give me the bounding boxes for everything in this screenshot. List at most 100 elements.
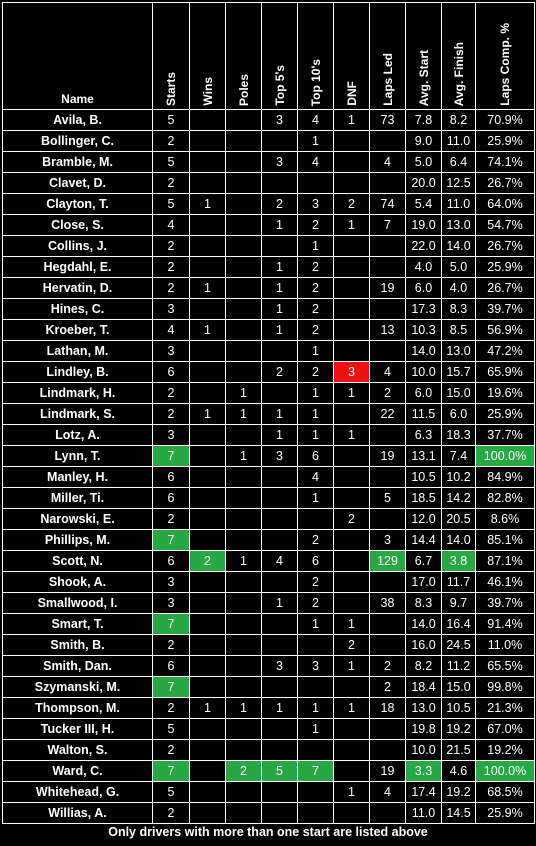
stat-cell-laps-led — [369, 424, 406, 446]
stat-cell-top-5-s: 1 — [261, 277, 298, 299]
stat-cell-laps-led: 7 — [369, 214, 406, 236]
stat-cell-laps-comp: 25.9% — [475, 403, 535, 425]
stat-cell-avg-finish: 4.6 — [441, 760, 476, 782]
stat-cell-wins: 1 — [189, 277, 226, 299]
stat-cell-avg-start: 6.7 — [405, 550, 442, 572]
stat-cell-laps-comp: 74.1% — [475, 151, 535, 173]
stat-cell-wins — [189, 214, 226, 236]
stat-cell-poles — [225, 634, 262, 656]
driver-name-cell: Thompson, M. — [2, 697, 153, 719]
stat-cell-avg-finish: 11.0 — [441, 193, 476, 215]
stat-cell-laps-led: 19 — [369, 445, 406, 467]
stat-cell-laps-led: 73 — [369, 109, 406, 131]
stat-cell-wins — [189, 109, 226, 131]
stat-cell-top-10-s: 1 — [297, 718, 334, 740]
stat-cell-top-10-s: 2 — [297, 361, 334, 383]
stat-cell-avg-finish: 21.5 — [441, 739, 476, 761]
column-header-top-5-s: Top 5's — [261, 2, 298, 110]
stat-cell-top-5-s: 2 — [261, 193, 298, 215]
stat-cell-top-5-s — [261, 130, 298, 152]
stat-cell-top-5-s — [261, 487, 298, 509]
stat-cell-top-10-s: 1 — [297, 235, 334, 257]
stat-cell-avg-finish: 15.0 — [441, 676, 476, 698]
table-row: Collins, J. 2 1 22.0 14.0 26.7% — [2, 235, 535, 257]
stat-cell-laps-led: 4 — [369, 361, 406, 383]
table-row: Bramble, M. 5 3 4 4 5.0 6.4 74.1% — [2, 151, 535, 173]
stat-cell-avg-start: 4.0 — [405, 256, 442, 278]
stat-cell-laps-comp: 99.8% — [475, 676, 535, 698]
stat-cell-wins — [189, 487, 226, 509]
stat-cell-dnf: 2 — [333, 634, 370, 656]
stat-cell-top-10-s — [297, 676, 334, 698]
stat-cell-dnf — [333, 718, 370, 740]
stat-cell-starts: 7 — [152, 445, 190, 467]
stat-cell-dnf — [333, 487, 370, 509]
column-header-avg-start: Avg. Start — [405, 2, 442, 110]
table-row: Ward, C. 7 2 5 7 19 3.3 4.6 100.0% — [2, 760, 535, 782]
stat-cell-laps-comp: 8.6% — [475, 508, 535, 530]
stat-cell-wins — [189, 340, 226, 362]
stat-cell-wins — [189, 613, 226, 635]
stat-cell-wins — [189, 130, 226, 152]
driver-name-cell: Phillips, M. — [2, 529, 153, 551]
stat-cell-laps-led: 2 — [369, 676, 406, 698]
stat-cell-starts: 3 — [152, 298, 190, 320]
stat-cell-laps-led — [369, 802, 406, 824]
stat-cell-poles — [225, 256, 262, 278]
stat-cell-top-5-s: 5 — [261, 760, 298, 782]
column-header-label: Starts — [164, 71, 178, 106]
stat-cell-laps-comp: 65.5% — [475, 655, 535, 677]
stat-cell-laps-led: 19 — [369, 760, 406, 782]
stat-cell-laps-led — [369, 130, 406, 152]
stat-cell-avg-finish: 16.4 — [441, 613, 476, 635]
stat-cell-laps-led — [369, 340, 406, 362]
column-header-laps-comp: Laps Comp. % — [475, 2, 535, 110]
column-header-label: DNF — [344, 81, 359, 106]
stat-cell-starts: 2 — [152, 697, 190, 719]
stat-cell-laps-comp: 25.9% — [475, 256, 535, 278]
stat-cell-starts: 2 — [152, 256, 190, 278]
stat-cell-avg-finish: 12.5 — [441, 172, 476, 194]
stat-cell-laps-comp: 21.3% — [475, 697, 535, 719]
stat-cell-top-10-s: 6 — [297, 445, 334, 467]
stat-cell-avg-finish: 7.4 — [441, 445, 476, 467]
driver-name-cell: Avila, B. — [2, 109, 153, 131]
table-row: Lathan, M. 3 1 14.0 13.0 47.2% — [2, 340, 535, 362]
stat-cell-laps-comp: 26.7% — [475, 277, 535, 299]
column-header-name: Name — [2, 2, 153, 110]
stat-cell-top-5-s: 3 — [261, 151, 298, 173]
stat-cell-top-5-s: 3 — [261, 445, 298, 467]
stat-cell-poles — [225, 130, 262, 152]
stat-cell-avg-finish: 24.5 — [441, 634, 476, 656]
stat-cell-avg-finish: 15.0 — [441, 382, 476, 404]
stat-cell-avg-start: 6.3 — [405, 424, 442, 446]
stat-cell-dnf — [333, 277, 370, 299]
stat-cell-poles — [225, 151, 262, 173]
driver-name-cell: Szymanski, M. — [2, 676, 153, 698]
stat-cell-avg-start: 10.0 — [405, 361, 442, 383]
stat-cell-top-10-s: 2 — [297, 298, 334, 320]
stat-cell-poles — [225, 319, 262, 341]
table-row: Hervatin, D. 2 1 1 2 19 6.0 4.0 26.7% — [2, 277, 535, 299]
stat-cell-starts: 6 — [152, 655, 190, 677]
stat-cell-starts: 4 — [152, 319, 190, 341]
stat-cell-avg-start: 17.4 — [405, 781, 442, 803]
stat-cell-starts: 5 — [152, 193, 190, 215]
stat-cell-wins — [189, 529, 226, 551]
stat-cell-wins — [189, 676, 226, 698]
stat-cell-avg-start: 17.3 — [405, 298, 442, 320]
stat-cell-avg-finish: 19.2 — [441, 781, 476, 803]
table-row: Willias, A. 2 11.0 14.5 25.9% — [2, 802, 535, 824]
driver-name-cell: Hines, C. — [2, 298, 153, 320]
stat-cell-avg-finish: 11.7 — [441, 571, 476, 593]
stat-cell-laps-led — [369, 172, 406, 194]
stat-cell-avg-finish: 13.0 — [441, 214, 476, 236]
table-row: Avila, B. 5 3 4 1 73 7.8 8.2 70.9% — [2, 109, 535, 131]
stat-cell-wins — [189, 592, 226, 614]
stat-cell-starts: 2 — [152, 130, 190, 152]
table-row: Phillips, M. 7 2 3 14.4 14.0 85.1% — [2, 529, 535, 551]
stat-cell-wins — [189, 571, 226, 593]
stat-cell-dnf — [333, 172, 370, 194]
stat-cell-top-10-s: 1 — [297, 697, 334, 719]
stat-cell-avg-finish: 15.7 — [441, 361, 476, 383]
